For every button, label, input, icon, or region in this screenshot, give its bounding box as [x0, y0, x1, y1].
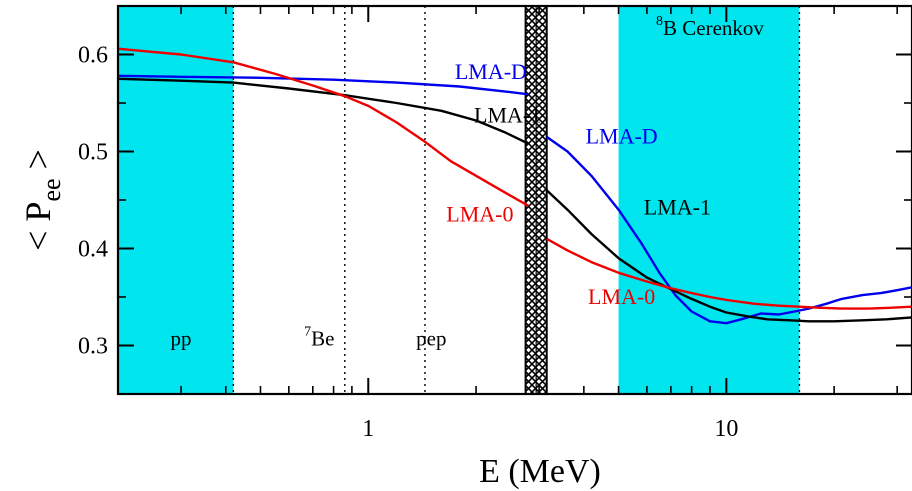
region-label-0: pp — [171, 327, 192, 351]
x-tick-label-1: 10 — [714, 416, 738, 442]
region-label-text: Be — [311, 327, 334, 351]
region-labels: pp 7Be pep 8B Cerenkov — [171, 14, 765, 350]
series-2-segment-0 — [118, 47, 529, 207]
excluded-energy-band — [524, 5, 548, 395]
x-tick-label-0: 1 — [362, 416, 374, 442]
region-label-1: 7Be — [304, 325, 334, 351]
series-0-segment-0 — [118, 74, 529, 96]
series-0-segment-1 — [546, 135, 912, 325]
series-labels: LMA-D LMA-1 LMA-0 LMA-D LMA-1 LMA-0 — [446, 59, 711, 309]
y-axis-title-main: P — [18, 202, 58, 222]
axis-ticks: 0.3 0.4 0.5 0.6 1 10 — [78, 6, 912, 442]
y-tick-label-1: 0.4 — [78, 237, 108, 263]
y-tick-label-2: 0.5 — [78, 140, 108, 166]
region-label-text: B Cerenkov — [663, 16, 764, 40]
y-tick-label-0: 0.3 — [78, 334, 108, 360]
region-label-2: pep — [416, 327, 446, 351]
shaded-band-0 — [118, 6, 234, 394]
series-label-3: LMA-D — [586, 124, 658, 149]
x-axis-title: E (MeV) — [479, 453, 601, 490]
y-tick-label-3: 0.6 — [78, 43, 108, 69]
curves — [118, 47, 912, 325]
region-label-3: 8B Cerenkov — [656, 14, 764, 40]
region-label-sup: 8 — [656, 14, 663, 29]
y-axis-title: < Pee > — [18, 149, 66, 251]
svg-text:< Pee >: < Pee > — [18, 149, 66, 251]
shaded-bands — [118, 6, 800, 394]
series-label-4: LMA-1 — [644, 195, 711, 220]
region-label-sup: 7 — [304, 325, 311, 340]
series-1-segment-0 — [118, 77, 529, 145]
series-1-segment-1 — [545, 189, 912, 323]
series-label-2: LMA-0 — [446, 201, 513, 226]
series-label-1: LMA-1 — [474, 102, 541, 127]
y-axis-title-sub: ee — [37, 178, 66, 201]
shaded-band-1 — [618, 6, 800, 394]
series-label-0: LMA-D — [455, 59, 527, 84]
series-2-segment-1 — [546, 237, 912, 310]
series-label-5: LMA-0 — [588, 284, 655, 309]
